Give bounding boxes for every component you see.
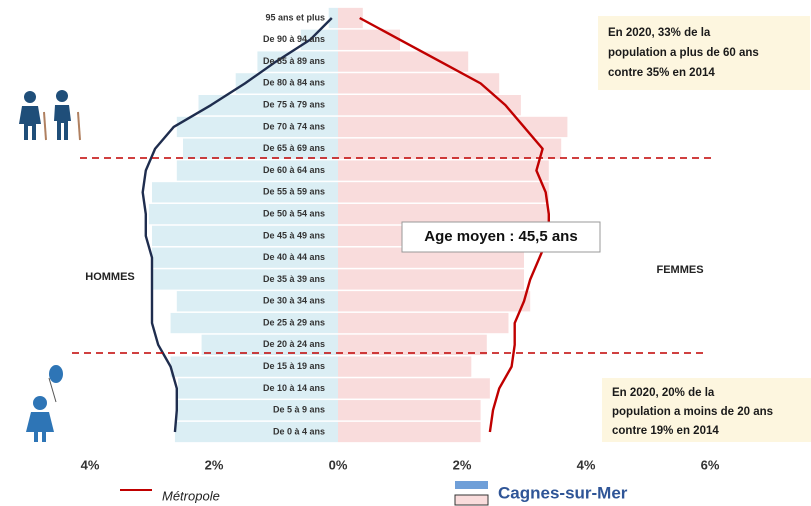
bar <box>176 116 338 138</box>
bar <box>152 269 338 290</box>
side-label: FEMMES <box>656 264 703 276</box>
category-label: De 45 à 49 ans <box>263 230 325 240</box>
bar <box>338 334 487 355</box>
bar <box>338 73 500 94</box>
bar <box>170 312 338 334</box>
legend-swatch <box>454 494 489 506</box>
bar <box>338 116 568 138</box>
bar <box>338 95 521 116</box>
bar <box>338 378 490 399</box>
bar <box>338 51 469 72</box>
note: En 2020, 33% de la <box>608 27 711 39</box>
category-label: De 5 à 9 ans <box>273 405 325 415</box>
bar <box>338 138 562 159</box>
note: population a moins de 20 ans <box>612 406 773 418</box>
bar <box>176 160 338 181</box>
category-label: De 90 à 94 ans <box>263 34 325 44</box>
bar <box>338 421 481 443</box>
bar <box>152 247 338 268</box>
category-label: De 65 à 69 ans <box>263 143 325 153</box>
legend-label: Cagnes-sur-Mer <box>498 483 628 502</box>
note-box <box>602 378 811 442</box>
category-label: De 15 à 19 ans <box>263 361 325 371</box>
side-label: HOMMES <box>85 271 135 283</box>
bar <box>148 203 338 225</box>
bar <box>170 356 338 377</box>
category-label: De 10 à 14 ans <box>263 383 325 393</box>
category-label: De 35 à 39 ans <box>263 274 325 284</box>
bar <box>198 95 338 116</box>
x-tick-label: 4% <box>81 457 100 472</box>
mean-box <box>401 221 601 253</box>
bar <box>338 160 549 181</box>
category-label: 95 ans et plus <box>265 12 325 22</box>
category-label: De 70 à 74 ans <box>263 121 325 131</box>
note: contre 19% en 2014 <box>612 425 719 437</box>
bar <box>176 400 338 421</box>
bar <box>152 182 338 203</box>
category-label: De 80 à 84 ans <box>263 78 325 88</box>
bar <box>338 203 549 225</box>
category-label: De 40 à 44 ans <box>263 252 325 262</box>
legend-swatch <box>455 481 488 489</box>
bar <box>338 7 363 29</box>
x-tick-label: 2% <box>205 457 224 472</box>
bar <box>338 356 472 377</box>
bar <box>176 291 338 312</box>
category-label: De 30 à 34 ans <box>263 296 325 306</box>
bar <box>174 421 338 443</box>
bar <box>300 29 338 50</box>
bar <box>338 291 531 312</box>
child-icon <box>26 365 63 442</box>
bar <box>201 334 338 355</box>
category-label: De 25 à 29 ans <box>263 317 325 327</box>
note-box <box>598 16 810 90</box>
elderly-icon <box>19 90 81 141</box>
bar <box>235 73 338 94</box>
bar <box>338 400 481 421</box>
category-label: De 85 à 89 ans <box>263 56 325 66</box>
x-tick-label: 0% <box>329 457 348 472</box>
x-tick-label: 2% <box>453 457 472 472</box>
category-label: De 75 à 79 ans <box>263 100 325 110</box>
bar <box>338 182 549 203</box>
x-tick-label: 4% <box>577 457 596 472</box>
note: population a plus de 60 ans <box>608 47 759 59</box>
bar <box>178 378 338 399</box>
bar <box>257 51 338 72</box>
bar <box>152 225 338 247</box>
categories: De 0 à 4 ans De 5 à 9 ans De 10 à 14 ans De… <box>263 12 325 436</box>
mean-age: Age moyen : 45,5 ans <box>424 228 577 245</box>
legend-label: Métropole <box>162 488 220 503</box>
bar <box>338 29 400 50</box>
bar <box>338 269 524 290</box>
category-label: De 0 à 4 ans <box>273 426 325 436</box>
bars <box>148 7 568 443</box>
category-label: De 55 à 59 ans <box>263 187 325 197</box>
note: contre 35% en 2014 <box>608 67 715 79</box>
bar <box>338 247 524 268</box>
category-label: De 20 à 24 ans <box>263 339 325 349</box>
x-axis: 4% 2% 0% 2% 4% 6% <box>81 457 720 472</box>
bar <box>338 312 509 334</box>
category-label: De 60 à 64 ans <box>263 165 325 175</box>
bar <box>328 7 338 29</box>
category-label: De 50 à 54 ans <box>263 208 325 218</box>
note: En 2020, 20% de la <box>612 387 715 399</box>
x-tick-label: 6% <box>701 457 720 472</box>
line <box>141 17 333 433</box>
bar <box>183 138 338 159</box>
